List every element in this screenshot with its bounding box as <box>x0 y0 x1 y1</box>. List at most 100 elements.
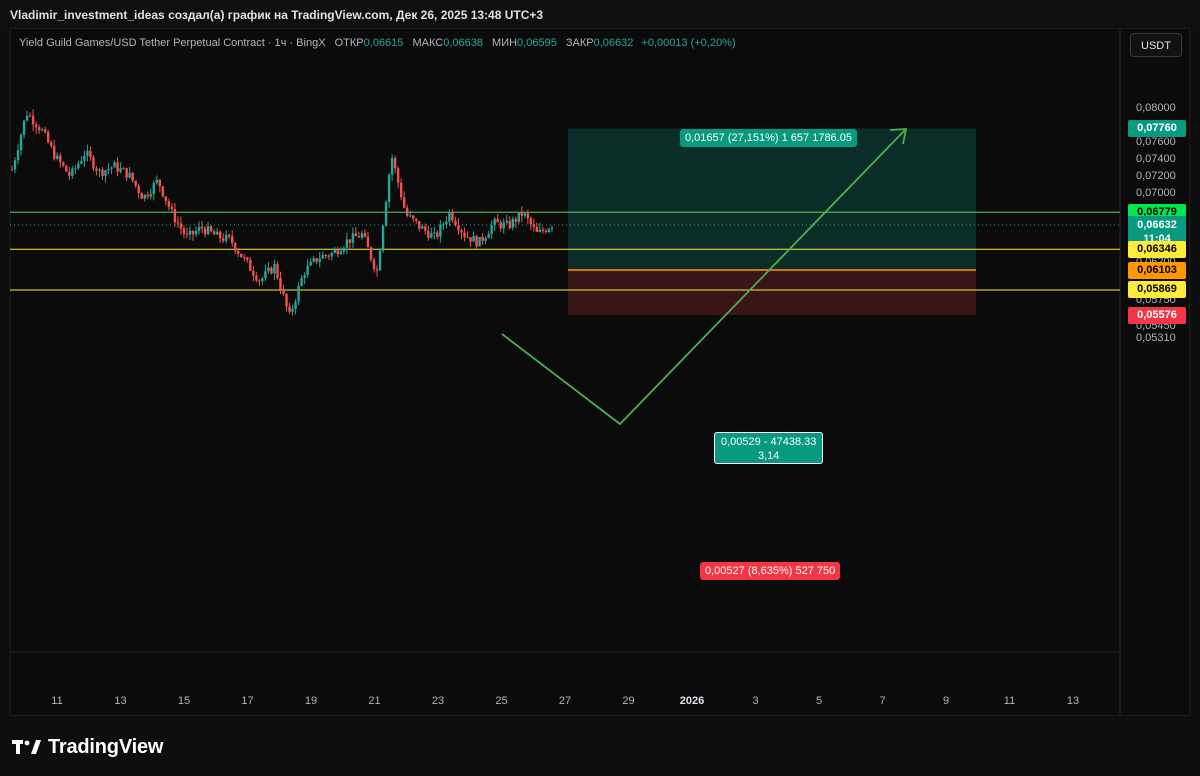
position-badge-line2: 3,14 <box>758 450 780 462</box>
candle-body <box>104 170 107 176</box>
candle-body <box>297 285 300 302</box>
candle-body <box>234 243 237 251</box>
price-tag: 0,06346 <box>1128 240 1186 258</box>
candle-body <box>345 239 349 248</box>
candle-body <box>273 263 276 274</box>
time-tick: 21 <box>368 695 381 707</box>
candle-body <box>143 194 146 199</box>
candle-body <box>381 225 385 251</box>
candle-body <box>469 237 472 242</box>
candle-body <box>50 142 53 146</box>
price-tick: 0,05310 <box>1136 331 1176 344</box>
candle-body <box>224 234 228 241</box>
candle-body <box>206 226 210 235</box>
candle-body <box>466 237 469 239</box>
candle-body <box>65 165 68 172</box>
candle-body <box>182 228 186 234</box>
candle-body <box>252 270 255 276</box>
candle-body <box>146 194 149 197</box>
time-tick: 11 <box>1003 695 1016 707</box>
candle-body <box>369 247 373 260</box>
price-tag: 0,05869 <box>1128 281 1186 299</box>
candle-body <box>526 213 530 219</box>
candle-body <box>424 226 427 231</box>
candle-body <box>170 206 174 210</box>
tradingview-logo-icon <box>12 740 41 754</box>
candle-body <box>333 250 336 253</box>
candle-body <box>336 250 340 255</box>
time-tick: 2026 <box>679 695 705 707</box>
candle-body <box>74 168 77 170</box>
header-title: Vladimir_investment_ideas создал(а) граф… <box>10 8 544 22</box>
candle-body <box>107 168 110 171</box>
candle-body <box>212 231 216 235</box>
time-tick: 11 <box>51 695 63 707</box>
candle-body <box>68 171 71 176</box>
candle-body <box>203 228 207 235</box>
candle-body <box>481 237 484 241</box>
candle-body <box>324 255 327 257</box>
candle-body <box>101 169 104 176</box>
open-label: ОТКР <box>334 37 364 49</box>
candle-body <box>228 234 231 237</box>
candle-body <box>249 259 252 271</box>
candle-body <box>457 224 460 231</box>
candle-body <box>185 233 189 235</box>
symbol-name[interactable]: Yield Guild Games/USD Tether Perpetual C… <box>19 37 326 49</box>
candle-body <box>448 211 451 222</box>
open-value: 0,06615 <box>363 37 404 49</box>
candle-body <box>550 227 554 229</box>
candle-body <box>131 172 134 181</box>
candle-body <box>246 257 249 260</box>
candle-body <box>134 180 137 186</box>
candle-body <box>95 168 98 171</box>
top-header: Vladimir_investment_ideas создал(а) граф… <box>0 0 1200 28</box>
candle-body <box>155 179 159 184</box>
candle-body <box>110 167 113 169</box>
candle-body <box>59 155 62 163</box>
candle-body <box>194 231 198 235</box>
candle-body <box>517 211 521 222</box>
candle-body <box>523 213 527 216</box>
candle-body <box>475 235 478 247</box>
candle-body <box>37 127 41 131</box>
time-tick: 5 <box>815 695 823 707</box>
candle-body <box>188 230 192 235</box>
price-tick: 0,07200 <box>1136 170 1176 183</box>
symbol-info-line: Yield Guild Games/USD Tether Perpetual C… <box>19 37 736 49</box>
candle-body <box>197 226 201 232</box>
time-tick: 7 <box>879 695 886 707</box>
candle-body <box>396 168 400 183</box>
candle-body <box>13 160 17 170</box>
candle-body <box>499 222 502 229</box>
candle-body <box>327 255 330 257</box>
candle-body <box>342 247 346 252</box>
candle-body <box>152 183 155 195</box>
price-tick: 0,07600 <box>1136 136 1176 149</box>
currency-button[interactable]: USDT <box>1130 33 1182 57</box>
forecast-arrowhead <box>889 128 908 145</box>
candle-body <box>243 257 246 259</box>
candle-body <box>221 238 225 241</box>
candle-body <box>427 230 430 238</box>
candle-body <box>375 269 379 271</box>
candle-body <box>445 221 448 225</box>
candle-body <box>179 223 183 229</box>
candle-body <box>508 220 511 228</box>
candle-body <box>240 253 243 258</box>
candle-body <box>384 202 388 226</box>
candle-body <box>496 218 499 223</box>
position-badge: 0,00529 - 47438.33 3,14 <box>714 432 824 464</box>
high-label: МАКС <box>412 37 444 49</box>
candle-body <box>409 215 412 217</box>
candle-body <box>267 267 270 272</box>
profit-badge: 0,01657 (27,151%) 1 657 1786.05 <box>680 129 857 147</box>
candle-body <box>433 232 436 234</box>
time-tick: 13 <box>114 695 127 707</box>
price-tick: 0,07000 <box>1136 187 1176 200</box>
tradingview-logo[interactable]: TradingView <box>12 734 163 760</box>
candle-body <box>390 158 394 175</box>
candle-body <box>478 237 481 247</box>
candle-body <box>484 237 487 241</box>
